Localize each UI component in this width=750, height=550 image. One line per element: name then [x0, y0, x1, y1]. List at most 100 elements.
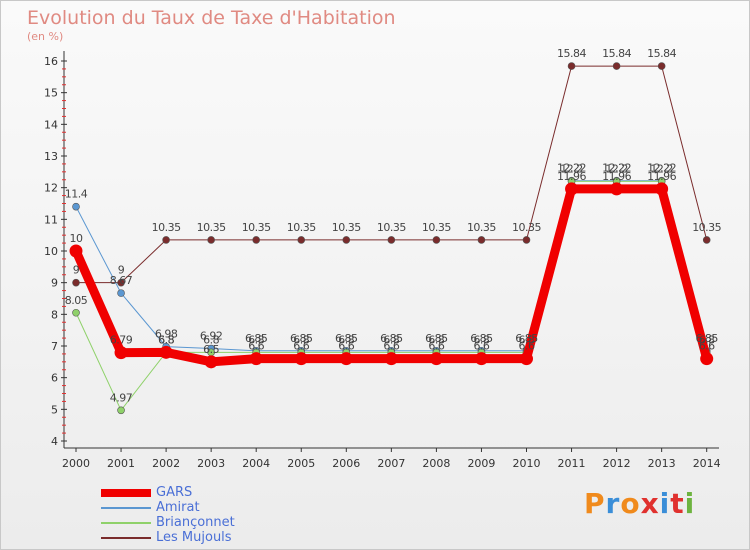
data-point — [342, 236, 351, 244]
x-tick-label: 2002 — [152, 457, 180, 470]
data-point — [522, 236, 531, 244]
data-point — [700, 352, 714, 366]
data-point — [72, 308, 80, 317]
x-tick-label: 2006 — [332, 457, 360, 470]
data-point — [520, 352, 533, 366]
data-label: 9 — [118, 264, 125, 277]
data-point — [384, 352, 398, 366]
data-point — [297, 236, 306, 244]
logo-letter: i — [659, 487, 671, 520]
x-tick-label: 2013 — [648, 457, 676, 470]
data-point — [702, 236, 711, 244]
data-label: 4.97 — [110, 391, 133, 404]
data-label: 6.85 — [425, 332, 448, 345]
data-point — [249, 352, 263, 366]
y-tick-label: 8 — [51, 308, 58, 321]
series-line — [75, 180, 708, 352]
data-point — [567, 62, 576, 70]
logo-letter: P — [584, 487, 606, 520]
data-label: 10 — [70, 232, 83, 245]
logo-letter: r — [605, 487, 621, 520]
data-label: 10.35 — [242, 221, 271, 234]
data-label: 6.6 — [383, 340, 399, 353]
logo-letter: t — [670, 487, 685, 520]
data-label: 6.8 — [428, 333, 444, 346]
y-tick-label: 16 — [44, 55, 58, 68]
data-point — [477, 236, 486, 244]
data-label: 6.6 — [248, 340, 264, 353]
legend-label: GARS — [156, 485, 193, 500]
proxiti-logo: Proxiti — [584, 487, 695, 520]
y-tick-label: 15 — [44, 87, 58, 100]
data-label: 6.79 — [110, 334, 133, 347]
y-tick-label: 9 — [51, 277, 58, 290]
data-label: 10.35 — [152, 221, 181, 234]
data-point — [114, 346, 128, 360]
data-label: 10.35 — [512, 221, 541, 234]
legend-label: Briançonnet — [156, 515, 235, 530]
data-label: 6.85 — [515, 332, 538, 345]
logo-letter: x — [640, 487, 660, 520]
logo-letter: i — [684, 487, 696, 520]
data-point — [207, 236, 215, 244]
y-tick-label: 10 — [44, 245, 58, 258]
data-label: 11.96 — [602, 170, 631, 183]
data-point — [429, 352, 443, 366]
data-label: 9 — [73, 264, 80, 277]
chart-subtitle: (en %) — [27, 30, 64, 43]
data-label: 6.6 — [473, 340, 489, 353]
data-label: 6.6 — [338, 340, 354, 353]
legend-swatch — [101, 507, 151, 509]
data-point — [117, 406, 125, 415]
y-tick-label: 5 — [51, 403, 58, 416]
data-label: 6.8 — [699, 333, 715, 346]
data-label: 6.8 — [338, 333, 354, 346]
y-tick-label: 13 — [44, 150, 58, 163]
legend-label: Les Mujouls — [156, 530, 232, 545]
data-point — [565, 182, 579, 196]
x-tick-label: 2011 — [558, 457, 586, 470]
data-label: 10.35 — [467, 221, 496, 234]
x-tick-label: 2003 — [197, 457, 225, 470]
legend-label: Amirat — [156, 500, 200, 515]
data-point — [655, 182, 669, 196]
x-tick-label: 2010 — [513, 457, 541, 470]
x-tick-label: 2000 — [62, 457, 90, 470]
data-label: 12.22 — [602, 162, 631, 175]
data-label: 6.85 — [290, 332, 313, 345]
data-label: 8.67 — [110, 274, 133, 287]
x-tick-label: 2004 — [242, 457, 270, 470]
data-label: 6.8 — [383, 333, 399, 346]
data-label: 11.96 — [647, 170, 676, 183]
data-label: 6.98 — [155, 328, 178, 341]
data-label: 6.5 — [203, 343, 219, 356]
data-label: 6.8 — [473, 333, 489, 346]
data-label: 6.6 — [428, 340, 444, 353]
x-tick-label: 2005 — [287, 457, 315, 470]
data-label: 6.8 — [248, 333, 264, 346]
data-label: 10.35 — [197, 221, 226, 234]
data-label: 15.84 — [602, 47, 631, 60]
data-label: 6.85 — [470, 332, 493, 345]
logo-letter: o — [620, 487, 641, 520]
data-point — [474, 352, 488, 366]
x-tick-label: 2008 — [422, 457, 450, 470]
data-label: 12.2 — [560, 162, 583, 175]
data-point — [339, 352, 353, 366]
chart-title: Evolution du Taux de Taxe d'Habitation — [27, 7, 396, 29]
data-label: 12.22 — [647, 162, 676, 175]
data-label: 11.4 — [65, 188, 88, 201]
data-label: 10.35 — [422, 221, 451, 234]
data-label: 6.85 — [245, 332, 268, 345]
data-label: 12.22 — [557, 162, 586, 175]
data-label: 15.84 — [557, 47, 586, 60]
y-tick-label: 12 — [44, 182, 58, 195]
data-label: 12.2 — [650, 162, 673, 175]
legend-swatch — [101, 537, 151, 539]
data-label: 6.8 — [158, 333, 174, 346]
data-point — [72, 202, 80, 211]
x-tick-label: 2007 — [377, 457, 405, 470]
y-tick-label: 11 — [44, 213, 58, 226]
